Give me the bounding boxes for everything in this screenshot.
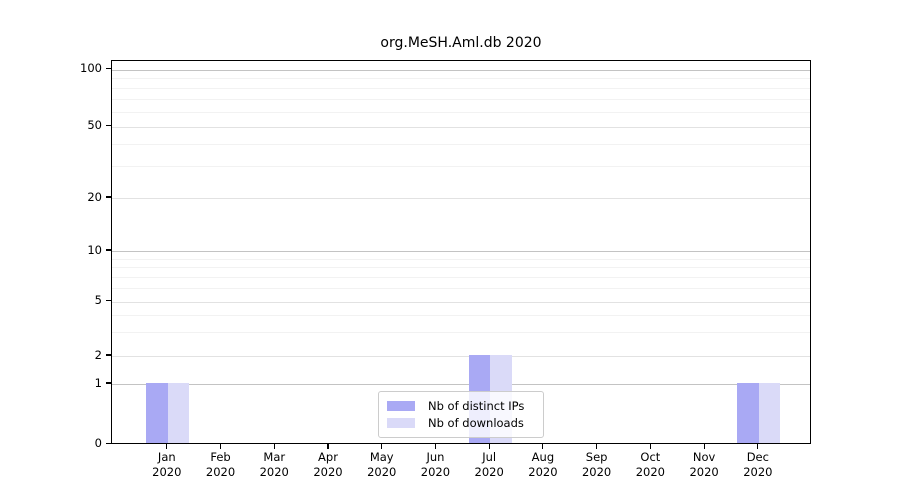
y-tick-mark (106, 299, 111, 302)
y-tick-mark (106, 442, 111, 445)
month-label: Feb (210, 449, 231, 464)
month-label: Nov (692, 449, 716, 464)
bar-downloads (758, 383, 781, 443)
y-tick-label: 50 (87, 118, 102, 132)
y-tick-label: 20 (87, 189, 102, 204)
legend-swatch (387, 418, 415, 429)
month-label: Sep (585, 449, 608, 464)
month-label: May (369, 449, 394, 464)
month-label: Jul (482, 449, 497, 464)
year-label: 2020 (367, 464, 397, 479)
y-tick-label: 100 (80, 61, 102, 75)
gridline (112, 198, 810, 199)
legend-label: Nb of downloads (428, 416, 524, 431)
x-tick-label: Nov 2020 (674, 450, 734, 480)
legend-label: Nb of distinct IPs (428, 398, 525, 413)
x-tick-label: Dec 2020 (728, 450, 788, 480)
year-label: 2020 (205, 464, 236, 479)
gridline-minor (112, 166, 810, 168)
bar-downloads (167, 383, 190, 443)
x-tick-mark (488, 443, 490, 449)
gridline (112, 301, 810, 303)
x-tick-label: Oct 2020 (620, 450, 680, 480)
chart-title: org.MeSH.Aml.db 2020 (380, 35, 542, 51)
y-tick-label: 10 (87, 242, 102, 257)
y-tick-label: 0 (94, 436, 102, 450)
gridline-minor (112, 267, 810, 269)
y-tick-mark (106, 249, 111, 251)
gridline (112, 356, 810, 357)
x-tick-mark (596, 443, 598, 449)
legend-item: Nb of downloads (387, 415, 535, 432)
x-tick-mark (166, 443, 168, 449)
year-label: 2020 (259, 464, 289, 479)
bar-distinct-ips (737, 383, 759, 443)
y-tick-label: 5 (94, 293, 102, 307)
x-tick-label: Jul 2020 (459, 450, 519, 480)
y-tick-mark (106, 382, 111, 384)
month-label: Jan (157, 449, 176, 464)
gridline (112, 126, 810, 128)
x-tick-mark (757, 443, 759, 449)
x-tick-label: Apr 2020 (298, 450, 358, 480)
y-tick-label: 2 (94, 347, 102, 362)
gridline-major (112, 251, 810, 252)
gridline-minor (112, 98, 810, 100)
month-label: Aug (531, 449, 555, 464)
gridline-major (112, 384, 810, 385)
x-tick-mark (219, 443, 222, 449)
gridline-minor (112, 258, 810, 260)
year-label: 2020 (474, 464, 504, 479)
year-label: 2020 (581, 464, 612, 479)
year-label: 2020 (313, 464, 343, 479)
year-label: 2020 (420, 464, 451, 479)
month-label: Mar (263, 449, 286, 464)
year-label: 2020 (689, 464, 719, 479)
x-tick-mark (434, 443, 437, 449)
month-label: Apr (318, 449, 338, 464)
plot-area (111, 59, 811, 444)
x-tick-label: May 2020 (352, 450, 412, 480)
gridline-minor (112, 314, 810, 316)
year-label: 2020 (743, 464, 773, 479)
gridline-major (112, 69, 810, 71)
x-tick-label: Mar 2020 (244, 450, 304, 480)
x-tick-label: Jan 2020 (137, 450, 197, 480)
x-tick-label: Sep 2020 (567, 450, 627, 480)
x-tick-label: Feb 2020 (191, 450, 251, 480)
legend-item: Nb of distinct IPs (387, 397, 535, 414)
x-tick-mark (703, 443, 705, 449)
year-label: 2020 (635, 464, 665, 479)
y-tick-mark (106, 124, 111, 127)
gridline-minor (112, 143, 810, 145)
legend: Nb of distinct IPs Nb of downloads (378, 391, 544, 438)
x-tick-label: Jun 2020 (405, 450, 465, 480)
x-tick-mark (542, 443, 544, 449)
y-tick-label: 1 (94, 375, 102, 390)
x-tick-label: Aug 2020 (513, 450, 573, 480)
month-label: Dec (746, 449, 769, 464)
bar-distinct-ips (146, 383, 168, 443)
month-label: Oct (640, 449, 661, 464)
gridline-minor (112, 288, 810, 290)
year-label: 2020 (528, 464, 558, 479)
y-tick-mark (106, 354, 111, 356)
legend-swatch (387, 400, 415, 411)
year-label: 2020 (152, 464, 182, 479)
gridline-minor (112, 331, 810, 333)
gridline-minor (112, 87, 810, 89)
gridline-minor (112, 111, 810, 113)
y-tick-mark (106, 196, 111, 198)
y-tick-mark (106, 67, 111, 70)
gridline-minor (112, 276, 810, 278)
gridline-minor (112, 78, 810, 80)
month-label: Jun (426, 449, 445, 464)
x-tick-mark (327, 443, 329, 449)
x-tick-mark (273, 443, 275, 449)
x-tick-mark (381, 443, 383, 449)
x-tick-mark (649, 443, 651, 449)
